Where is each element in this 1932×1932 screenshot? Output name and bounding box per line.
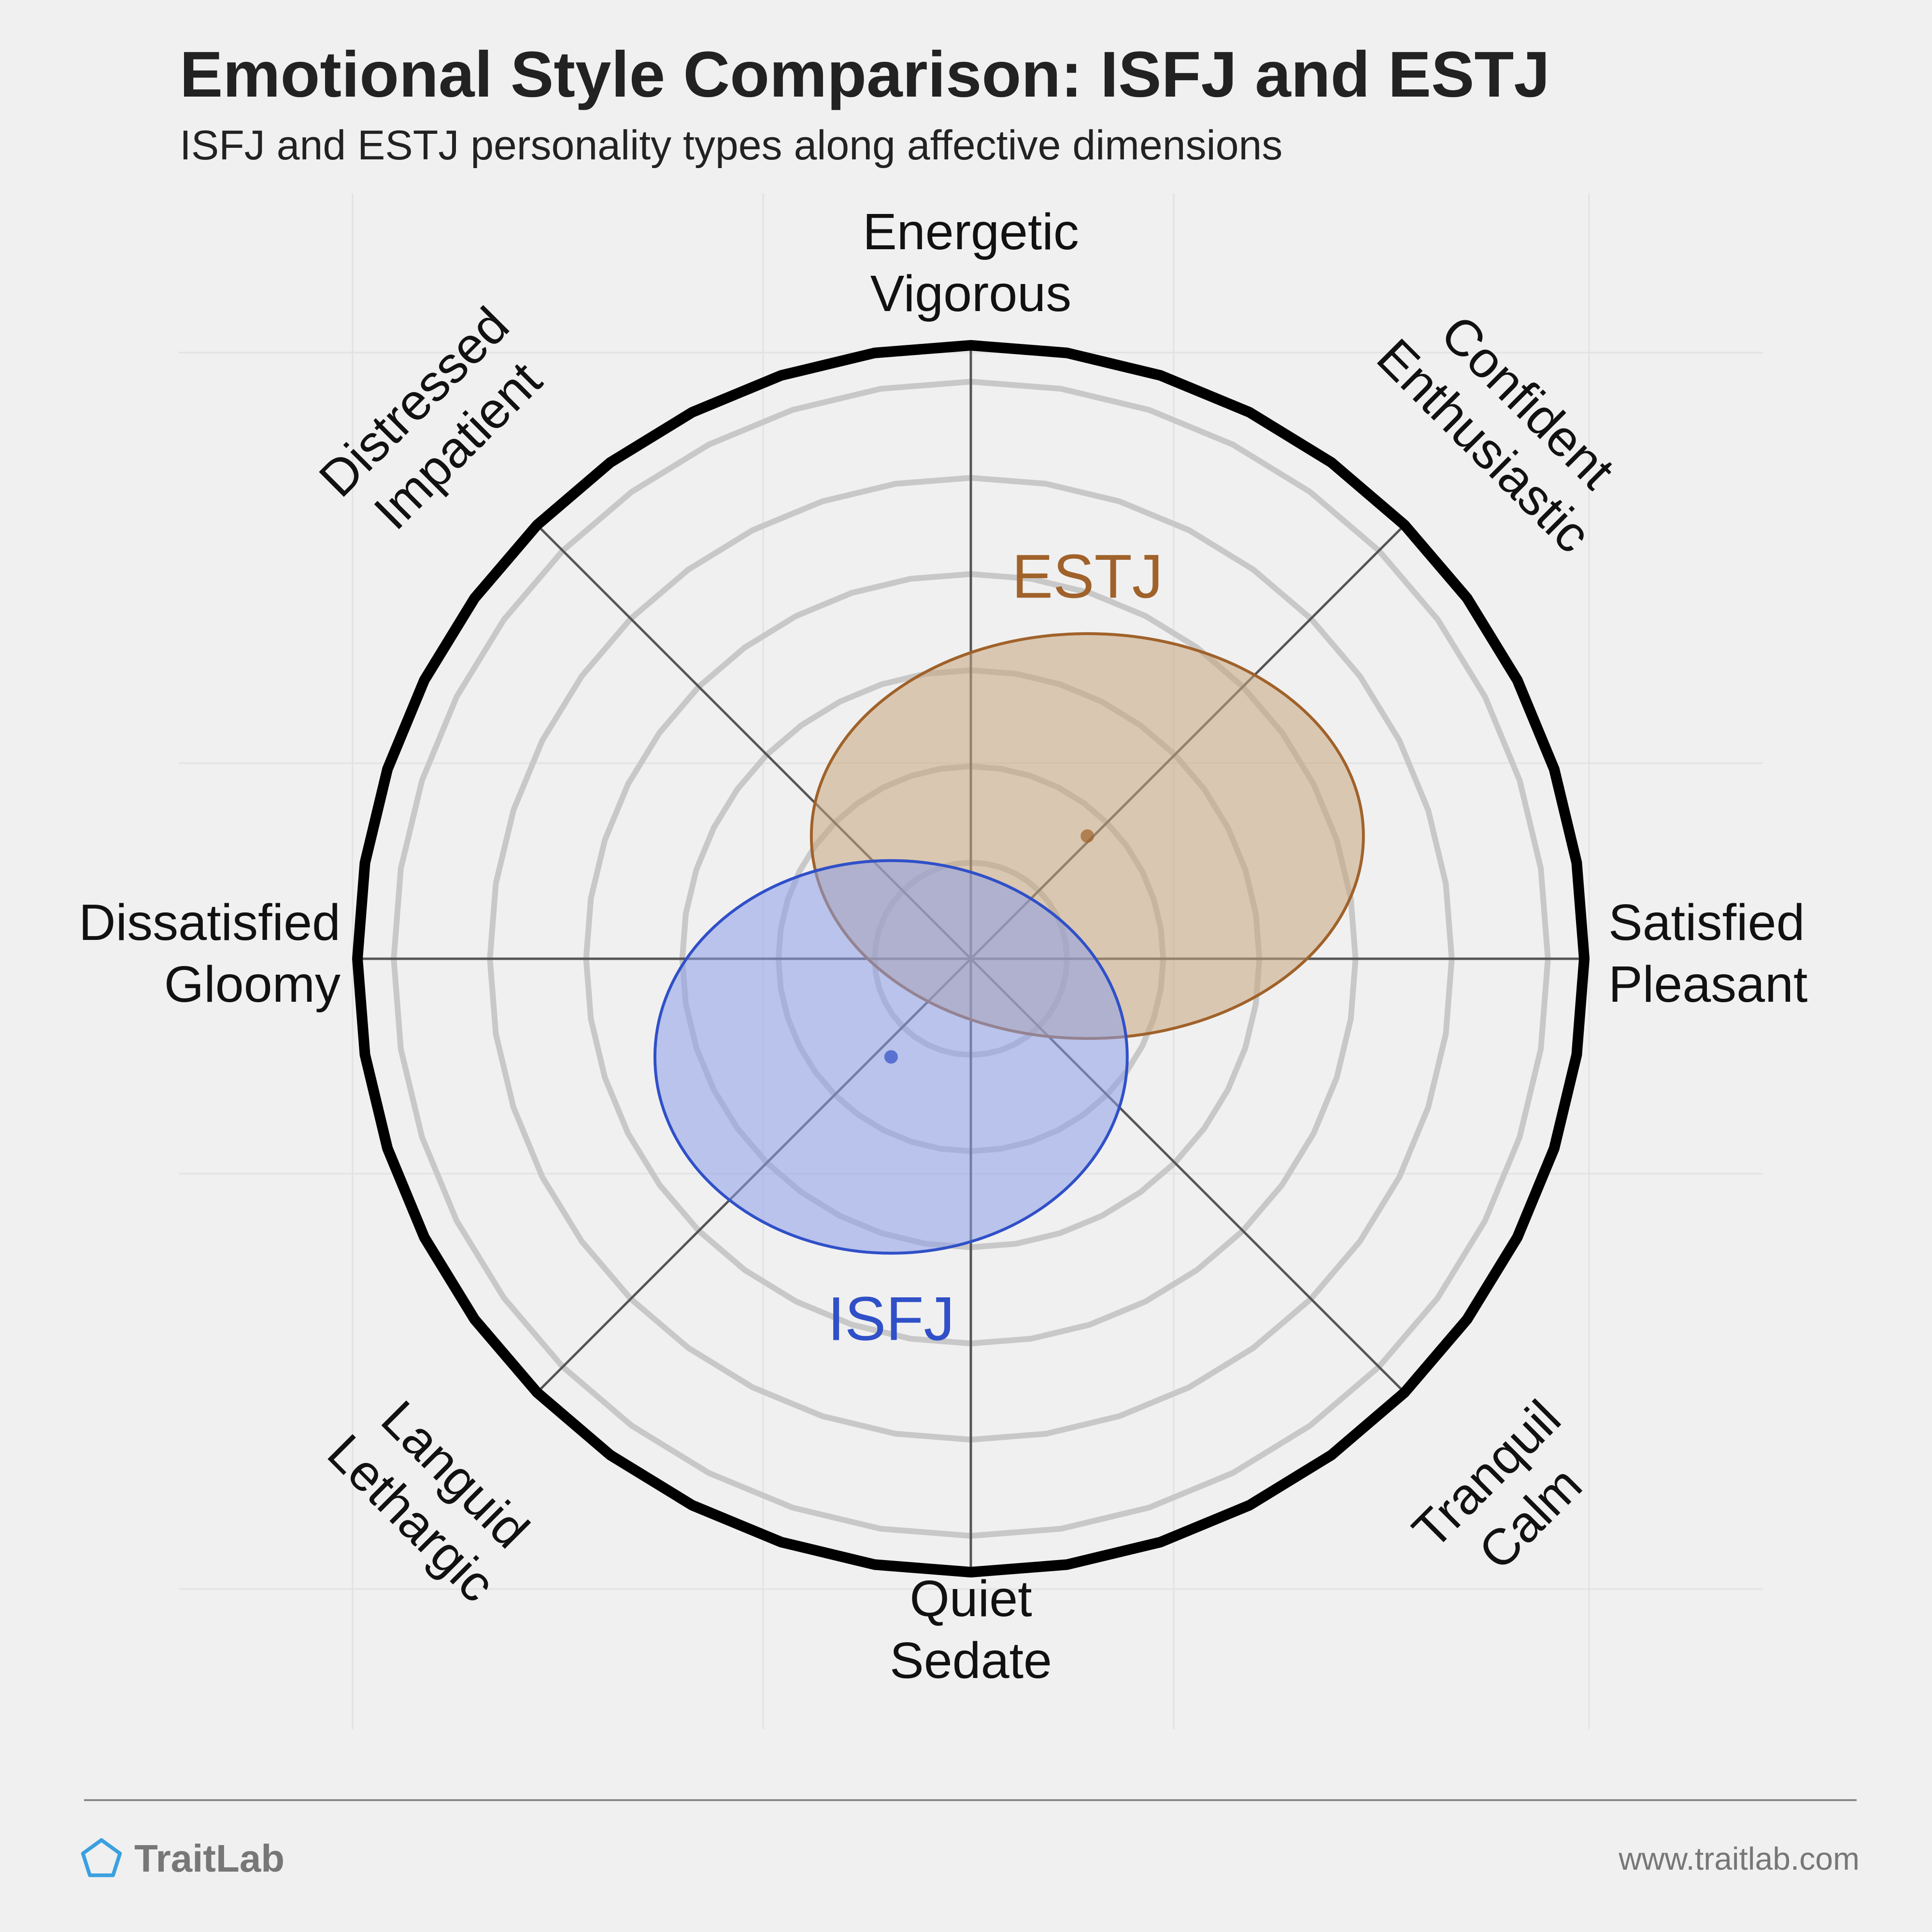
brand: TraitLab [78, 1835, 284, 1882]
axis-label-line2: Gloomy [164, 956, 341, 1013]
pentagon-logo-icon [81, 1838, 122, 1877]
isfj-center-point [884, 1050, 898, 1064]
axis-label-line2: Sedate [890, 1632, 1052, 1689]
brand-name: TraitLab [134, 1837, 285, 1880]
axis-label-line1: Satisfied [1608, 894, 1805, 951]
website-url: www.traitlab.com [1619, 1841, 1860, 1876]
estj-label: ESTJ [1012, 542, 1163, 611]
axis-label-line2: Pleasant [1608, 956, 1808, 1013]
outer-ring [352, 340, 1590, 1577]
axis-label-line2: Vigorous [870, 265, 1071, 322]
isfj-label: ISFJ [827, 1284, 954, 1353]
axis-label-line1: Quiet [909, 1570, 1032, 1627]
series-layer: ESTJ ISFJ [653, 542, 1365, 1353]
chart-title: Emotional Style Comparison: ISFJ and EST… [180, 39, 1550, 111]
axis-label-line1: Energetic [863, 203, 1079, 260]
chart-subtitle: ISFJ and ESTJ personality types along af… [180, 122, 1283, 169]
footer-divider [84, 1799, 1857, 1801]
outer-boundary [352, 340, 1590, 1577]
estj-center-point [1080, 829, 1094, 843]
axis-label-line1: Dissatisfied [79, 894, 341, 951]
